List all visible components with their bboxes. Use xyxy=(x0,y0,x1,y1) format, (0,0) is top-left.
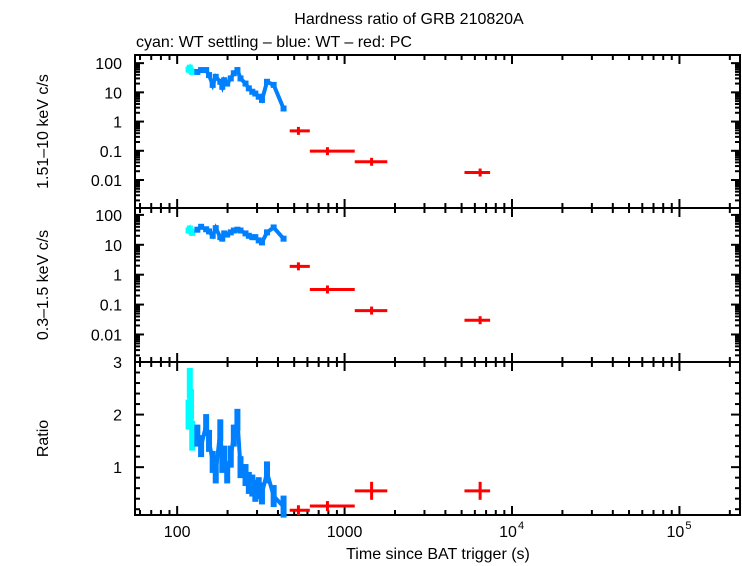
series-line-wt_settling xyxy=(186,382,195,436)
x-tick-exponent: 5 xyxy=(685,520,691,532)
series-line-wt_settling xyxy=(186,63,194,74)
chart-subtitle: cyan: WT settling – blue: WT – red: PC xyxy=(136,34,412,51)
y-tick-label: 3 xyxy=(113,355,122,372)
series-line-wt_settling xyxy=(186,224,194,235)
x-tick-label: 100 xyxy=(164,524,191,541)
y-tick-label: 2 xyxy=(113,408,122,425)
y-tick-label: 0.1 xyxy=(100,144,122,161)
x-tick-exponent: 4 xyxy=(518,520,524,532)
y-tick-label: 0.1 xyxy=(100,298,122,315)
y-tick-label: 0.01 xyxy=(91,173,122,190)
plot-frame xyxy=(134,361,741,516)
y-axis-label: 1.51–10 keV c/s xyxy=(35,74,52,189)
y-tick-label: 10 xyxy=(104,238,122,255)
y-tick-label: 1 xyxy=(113,460,122,477)
y-tick-label: 0.01 xyxy=(91,327,122,344)
y-tick-label: 100 xyxy=(95,208,122,225)
data-point-wt xyxy=(280,495,287,518)
y-tick-label: 10 xyxy=(104,85,122,102)
series-line-wt xyxy=(195,419,286,508)
x-tick-label: 1000 xyxy=(327,524,363,541)
series-line-wt xyxy=(196,223,286,246)
x-axis-label: Time since BAT trigger (s) xyxy=(346,546,530,563)
panel-ratio: 3 2 1 Ratio xyxy=(35,355,741,518)
y-axis-label: 0.3–1.5 keV c/s xyxy=(35,230,52,340)
chart-title: Hardness ratio of GRB 210820A xyxy=(294,11,524,28)
x-tick-label: 10 xyxy=(667,524,685,541)
panel-soft: 100 10 1 0.1 0.01 0.3–1.5 keV c/s xyxy=(35,207,741,363)
y-tick-label: 1 xyxy=(113,115,122,132)
x-tick-label: 10 xyxy=(499,524,517,541)
series-line-wt xyxy=(196,66,286,110)
y-axis-label: Ratio xyxy=(35,420,52,457)
y-tick-label: 1 xyxy=(113,268,122,285)
panel-hard: 100 10 1 0.1 0.01 1.51–10 keV c/s xyxy=(35,54,741,209)
y-tick-label: 100 xyxy=(95,56,122,73)
